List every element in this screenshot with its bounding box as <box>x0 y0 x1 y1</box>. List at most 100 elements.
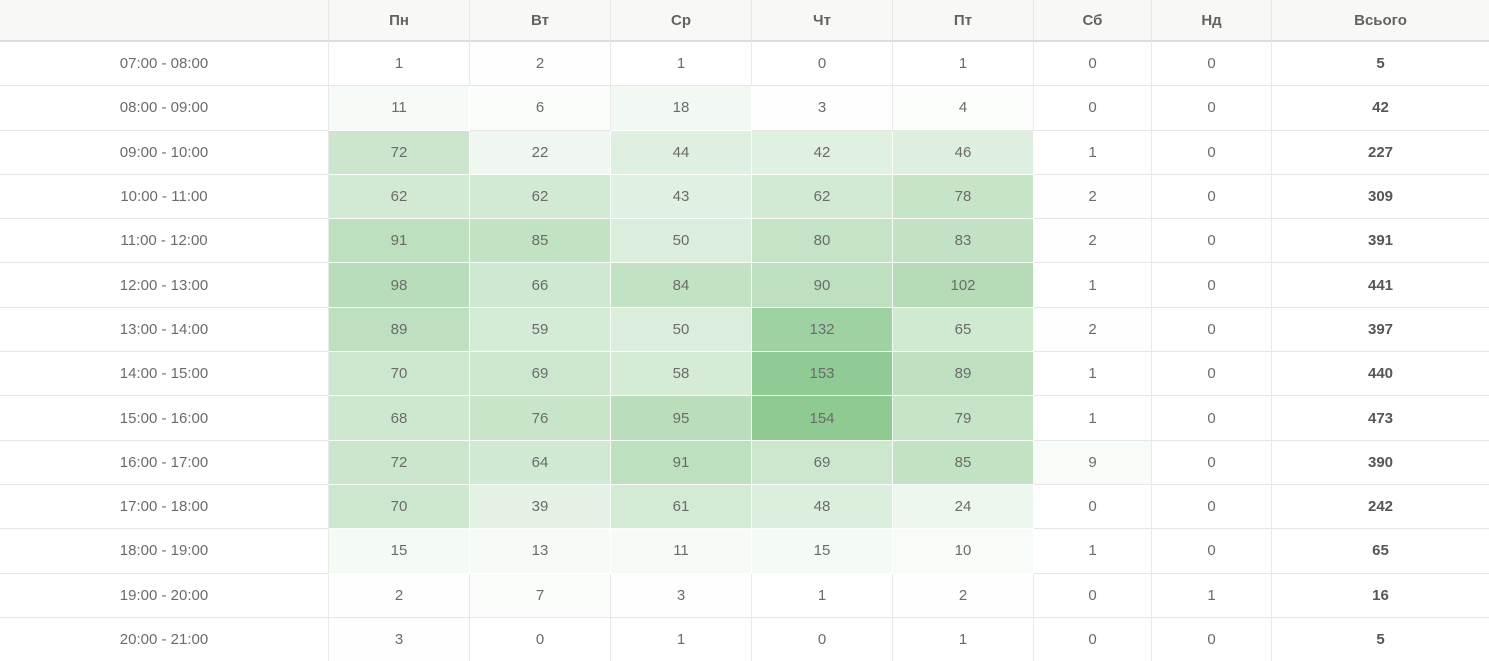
total-cell: 473 <box>1272 396 1489 441</box>
heat-cell: 3 <box>329 617 470 661</box>
heat-cell: 76 <box>470 396 611 441</box>
heat-cell: 15 <box>329 529 470 574</box>
heat-cell: 154 <box>752 396 893 441</box>
column-header-sun: Нд <box>1152 0 1272 42</box>
heat-cell: 39 <box>470 484 611 530</box>
heat-cell: 24 <box>893 484 1034 530</box>
heat-cell: 59 <box>470 307 611 353</box>
heat-cell: 18 <box>611 86 752 131</box>
heat-cell: 85 <box>893 440 1034 485</box>
heat-cell: 0 <box>1034 484 1152 530</box>
heat-cell: 0 <box>1152 130 1272 175</box>
heat-cell: 1 <box>1034 263 1152 308</box>
total-cell: 242 <box>1272 484 1489 530</box>
heat-cell: 0 <box>1034 617 1152 661</box>
time-cell: 10:00 - 11:00 <box>0 174 329 220</box>
heat-cell: 0 <box>1152 440 1272 485</box>
total-cell: 5 <box>1272 617 1489 661</box>
heat-cell: 0 <box>752 42 893 87</box>
time-cell: 07:00 - 08:00 <box>0 42 329 87</box>
total-cell: 309 <box>1272 174 1489 220</box>
table-row: 09:00 - 10:00 72 22 44 42 46 1 0 227 <box>0 130 1489 175</box>
column-header-mon: Пн <box>329 0 470 42</box>
time-cell: 13:00 - 14:00 <box>0 307 329 353</box>
column-header-tue: Вт <box>470 0 611 42</box>
heat-cell: 58 <box>611 352 752 397</box>
total-cell: 42 <box>1272 86 1489 131</box>
total-cell: 440 <box>1272 352 1489 397</box>
heat-cell: 13 <box>470 529 611 574</box>
heat-cell: 10 <box>893 529 1034 574</box>
heat-cell: 72 <box>329 130 470 175</box>
table-row: 08:00 - 09:00 11 6 18 3 4 0 0 42 <box>0 86 1489 131</box>
heat-cell: 72 <box>329 440 470 485</box>
heat-cell: 69 <box>752 440 893 485</box>
column-header-sat: Сб <box>1034 0 1152 42</box>
heat-cell: 1 <box>611 42 752 87</box>
time-cell: 15:00 - 16:00 <box>0 396 329 441</box>
table-row: 17:00 - 18:00 70 39 61 48 24 0 0 242 <box>0 484 1489 530</box>
heat-cell: 0 <box>1152 529 1272 574</box>
heat-cell: 62 <box>752 174 893 220</box>
heat-cell: 1 <box>893 42 1034 87</box>
heat-cell: 50 <box>611 219 752 264</box>
table-row: 16:00 - 17:00 72 64 91 69 85 9 0 390 <box>0 440 1489 485</box>
heat-cell: 2 <box>470 42 611 87</box>
heat-cell: 6 <box>470 86 611 131</box>
heat-cell: 3 <box>611 573 752 618</box>
heat-cell: 44 <box>611 130 752 175</box>
total-cell: 390 <box>1272 440 1489 485</box>
time-cell: 11:00 - 12:00 <box>0 219 329 264</box>
heat-cell: 0 <box>1152 484 1272 530</box>
heat-cell: 102 <box>893 263 1034 308</box>
heat-cell: 15 <box>752 529 893 574</box>
heat-cell: 1 <box>1034 352 1152 397</box>
heat-cell: 66 <box>470 263 611 308</box>
time-cell: 18:00 - 19:00 <box>0 529 329 574</box>
heat-cell: 89 <box>893 352 1034 397</box>
heat-cell: 42 <box>752 130 893 175</box>
column-header-thu: Чт <box>752 0 893 42</box>
heat-cell: 0 <box>1152 396 1272 441</box>
heat-cell: 3 <box>752 86 893 131</box>
heat-cell: 11 <box>329 86 470 131</box>
heat-cell: 1 <box>1034 396 1152 441</box>
header-row: Пн Вт Ср Чт Пт Сб Нд Всього <box>0 0 1489 42</box>
heat-cell: 0 <box>1034 86 1152 131</box>
heat-cell: 1 <box>752 573 893 618</box>
total-cell: 397 <box>1272 307 1489 353</box>
column-header-wed: Ср <box>611 0 752 42</box>
heat-cell: 48 <box>752 484 893 530</box>
heat-cell: 2 <box>329 573 470 618</box>
heat-cell: 84 <box>611 263 752 308</box>
total-cell: 5 <box>1272 42 1489 87</box>
heat-cell: 80 <box>752 219 893 264</box>
time-cell: 09:00 - 10:00 <box>0 130 329 175</box>
heat-cell: 91 <box>611 440 752 485</box>
heat-cell: 1 <box>1034 529 1152 574</box>
total-cell: 441 <box>1272 263 1489 308</box>
heat-cell: 0 <box>1152 617 1272 661</box>
heat-cell: 69 <box>470 352 611 397</box>
heat-cell: 22 <box>470 130 611 175</box>
table-row: 12:00 - 13:00 98 66 84 90 102 1 0 441 <box>0 263 1489 308</box>
time-cell: 12:00 - 13:00 <box>0 263 329 308</box>
heat-cell: 1 <box>893 617 1034 661</box>
column-header-fri: Пт <box>893 0 1034 42</box>
heat-cell: 0 <box>1152 86 1272 131</box>
heat-cell: 98 <box>329 263 470 308</box>
heat-cell: 0 <box>752 617 893 661</box>
heat-cell: 1 <box>611 617 752 661</box>
heat-cell: 43 <box>611 174 752 220</box>
heat-cell: 132 <box>752 307 893 353</box>
heat-cell: 0 <box>1152 174 1272 220</box>
heat-cell: 95 <box>611 396 752 441</box>
heat-cell: 0 <box>470 617 611 661</box>
heat-cell: 0 <box>1034 42 1152 87</box>
heat-cell: 0 <box>1152 219 1272 264</box>
heat-cell: 50 <box>611 307 752 353</box>
table-row: 11:00 - 12:00 91 85 50 80 83 2 0 391 <box>0 219 1489 264</box>
heat-cell: 89 <box>329 307 470 353</box>
